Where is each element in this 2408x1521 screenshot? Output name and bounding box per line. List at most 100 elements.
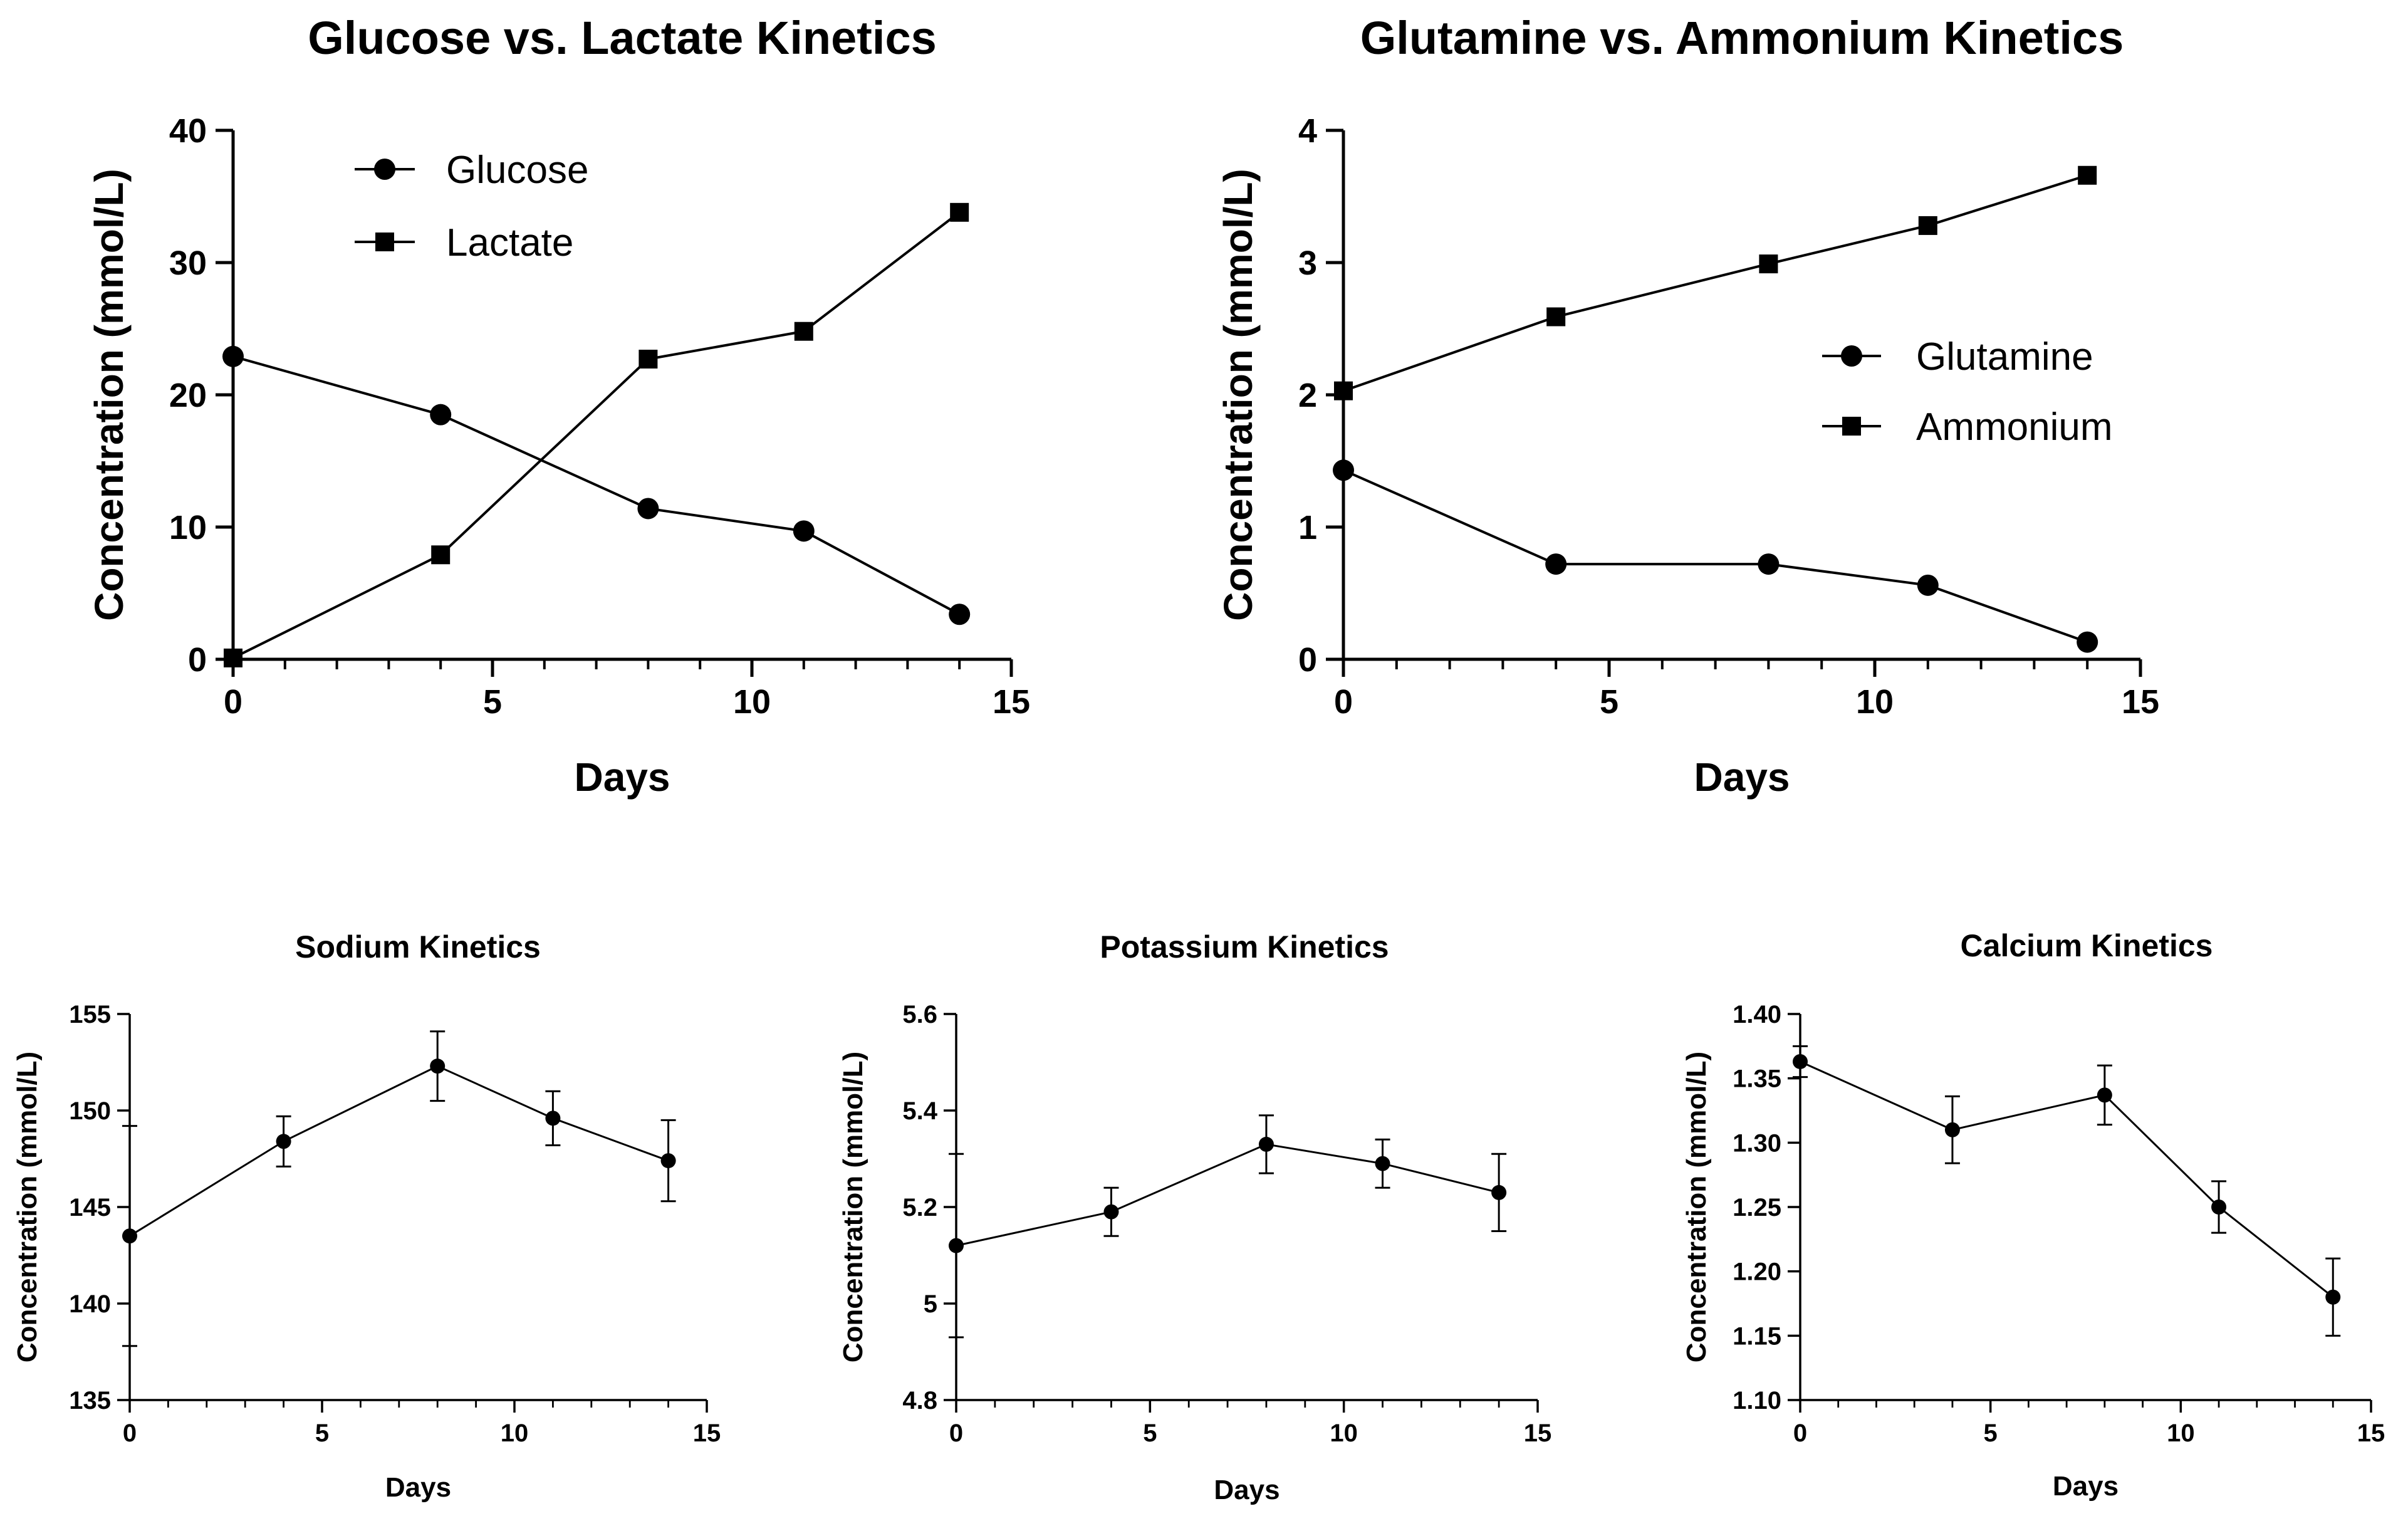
data-point-square bbox=[1759, 254, 1778, 274]
x-axis-label: Days bbox=[575, 755, 670, 800]
y-tick-label: 0 bbox=[188, 641, 207, 679]
y-tick-label: 1.25 bbox=[1733, 1194, 1781, 1221]
series-1 bbox=[1793, 1045, 2341, 1337]
x-tick-label: 15 bbox=[1524, 1419, 1552, 1447]
data-point-circle bbox=[637, 498, 659, 520]
chart-panel-1: Glucose vs. Lactate Kinetics 0 5 10 15 0 10 20 3… bbox=[86, 12, 1030, 800]
data-point-square bbox=[1334, 381, 1353, 400]
y-tick-label: 5 bbox=[924, 1290, 937, 1318]
x-tick-label: 15 bbox=[2122, 683, 2159, 721]
data-point-circle bbox=[2325, 1289, 2341, 1305]
chart-panel-5: Calcium Kinetics 0 5 10 15 1.10 1.15 1.20 1.25 1.… bbox=[1681, 928, 2385, 1502]
y-tick-label: 3 bbox=[1298, 244, 1317, 282]
y-tick-label: 30 bbox=[169, 244, 207, 282]
legend: Glucose Lactate bbox=[355, 149, 588, 264]
chart-title: Glutamine vs. Ammonium Kinetics bbox=[1360, 12, 2124, 64]
y-tick-label: 10 bbox=[169, 509, 207, 546]
x-tick-label: 10 bbox=[1856, 683, 1894, 721]
y-tick-label: 1.35 bbox=[1733, 1065, 1781, 1093]
x-axis-label: Days bbox=[1694, 755, 1790, 800]
x-tick-label: 15 bbox=[993, 683, 1030, 721]
x-tick-label: 0 bbox=[949, 1419, 963, 1447]
x-tick-label: 0 bbox=[123, 1419, 137, 1447]
legend: Glutamine Ammonium bbox=[1822, 335, 2113, 449]
x-tick-label: 0 bbox=[1793, 1419, 1807, 1447]
y-axis-label: Concentration (mmol/L) bbox=[1681, 1052, 1712, 1362]
data-point-circle bbox=[660, 1153, 676, 1169]
series-line bbox=[232, 355, 961, 616]
data-point-circle bbox=[545, 1111, 561, 1126]
x-tick-label: 5 bbox=[315, 1419, 329, 1447]
x-axis-label: Days bbox=[385, 1472, 451, 1503]
y-tick-label: 150 bbox=[69, 1097, 111, 1125]
data-point-circle bbox=[2211, 1200, 2227, 1215]
x-axis-label: Days bbox=[1214, 1475, 1280, 1505]
legend-marker-square bbox=[375, 233, 394, 251]
chart-title: Sodium Kinetics bbox=[295, 929, 541, 964]
y-tick-label: 1.40 bbox=[1733, 1001, 1781, 1028]
data-point-square bbox=[1546, 307, 1566, 327]
y-tick-label: 4 bbox=[1298, 112, 1317, 150]
data-point-circle bbox=[1333, 459, 1354, 481]
data-point-circle bbox=[2077, 631, 2098, 653]
chart-title: Calcium Kinetics bbox=[1961, 928, 2213, 963]
y-axis-label: Concentration (mmol/L) bbox=[1216, 169, 1261, 621]
x-tick-label: 10 bbox=[733, 683, 771, 721]
x-tick-label: 5 bbox=[1600, 683, 1618, 721]
data-point-square bbox=[950, 202, 969, 222]
y-tick-label: 145 bbox=[69, 1194, 111, 1221]
y-tick-label: 1.30 bbox=[1733, 1129, 1781, 1157]
data-point-square bbox=[794, 321, 813, 341]
x-tick-label: 15 bbox=[693, 1419, 721, 1447]
data-point-square bbox=[2078, 165, 2097, 185]
x-tick-label: 0 bbox=[1334, 683, 1353, 721]
data-point-circle bbox=[1258, 1136, 1274, 1152]
x-tick-label: 5 bbox=[483, 683, 502, 721]
data-point-circle bbox=[122, 1228, 137, 1244]
series-line bbox=[129, 1065, 669, 1237]
y-tick-label: 155 bbox=[69, 1001, 111, 1028]
series-glucose bbox=[222, 345, 971, 625]
chart-panel-2: Glutamine vs. Ammonium Kinetics 0 5 10 15 0 1 2… bbox=[1216, 12, 2159, 800]
y-axis-label: Concentration (mmol/L) bbox=[12, 1052, 43, 1362]
series-1 bbox=[949, 1114, 1507, 1339]
data-point-square bbox=[1918, 216, 1937, 235]
y-axis-label: Concentration (mmol/L) bbox=[838, 1052, 868, 1362]
x-tick-label: 10 bbox=[2167, 1419, 2195, 1447]
x-tick-label: 0 bbox=[224, 683, 242, 721]
x-tick-label: 10 bbox=[501, 1419, 529, 1447]
legend-label: Glutamine bbox=[1916, 335, 2093, 379]
data-point-circle bbox=[276, 1134, 291, 1149]
y-tick-label: 5.6 bbox=[902, 1001, 937, 1028]
y-tick-label: 135 bbox=[69, 1387, 111, 1414]
y-tick-label: 2 bbox=[1298, 377, 1317, 414]
data-point-circle bbox=[1545, 553, 1567, 575]
data-point-circle bbox=[1491, 1184, 1507, 1200]
y-tick-label: 4.8 bbox=[902, 1387, 937, 1414]
y-tick-label: 1.15 bbox=[1733, 1322, 1781, 1350]
y-tick-label: 20 bbox=[169, 377, 207, 414]
data-point-square bbox=[638, 350, 658, 369]
y-tick-label: 0 bbox=[1298, 641, 1317, 679]
legend-marker-circle bbox=[374, 159, 395, 180]
y-axis-label: Concentration (mmol/L) bbox=[86, 169, 132, 621]
series-1 bbox=[122, 1030, 676, 1347]
y-tick-label: 40 bbox=[169, 112, 207, 150]
x-tick-label: 10 bbox=[1330, 1419, 1358, 1447]
series-lactate bbox=[224, 202, 969, 667]
y-tick-label: 1.10 bbox=[1733, 1387, 1781, 1414]
legend-marker-circle bbox=[1841, 345, 1862, 367]
data-point-square bbox=[431, 545, 451, 565]
legend-label: Ammonium bbox=[1916, 405, 2113, 449]
y-tick-label: 1 bbox=[1298, 509, 1317, 546]
chart-title: Potassium Kinetics bbox=[1100, 929, 1389, 964]
data-point-circle bbox=[1758, 553, 1780, 575]
x-tick-label: 5 bbox=[1984, 1419, 1998, 1447]
data-point-circle bbox=[1375, 1156, 1390, 1171]
data-point-square bbox=[224, 648, 242, 667]
data-point-circle bbox=[1103, 1204, 1119, 1220]
data-point-circle bbox=[1917, 574, 1939, 596]
legend-label: Lactate bbox=[446, 221, 573, 264]
series-line bbox=[956, 1143, 1499, 1247]
